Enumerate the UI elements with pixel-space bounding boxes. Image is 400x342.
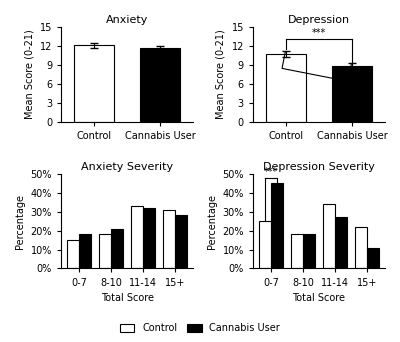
Text: ***: *** [312, 28, 326, 38]
Bar [367, 248, 379, 268]
Bar [335, 218, 347, 268]
Title: Depression: Depression [288, 15, 350, 25]
Bar [67, 240, 79, 268]
Bar [111, 229, 123, 268]
Bar [143, 208, 155, 268]
Bar [323, 204, 335, 268]
Bar [332, 66, 372, 122]
Bar [259, 221, 271, 268]
Bar [266, 54, 306, 122]
Bar [355, 227, 367, 268]
Bar [131, 206, 143, 268]
Title: Anxiety: Anxiety [106, 15, 148, 25]
Text: ***: *** [264, 167, 278, 177]
Bar [291, 234, 303, 268]
Y-axis label: Percentage: Percentage [207, 194, 217, 249]
Bar [271, 183, 283, 268]
Bar [79, 234, 91, 268]
Bar [303, 234, 315, 268]
Bar [140, 48, 180, 122]
Bar [175, 215, 187, 268]
X-axis label: Total Score: Total Score [292, 293, 346, 303]
X-axis label: Total Score: Total Score [100, 293, 154, 303]
Y-axis label: Mean Score (0-21): Mean Score (0-21) [24, 30, 34, 119]
Title: Anxiety Severity: Anxiety Severity [81, 162, 173, 172]
Bar [99, 234, 111, 268]
Y-axis label: Percentage: Percentage [15, 194, 25, 249]
Title: Depression Severity: Depression Severity [263, 162, 375, 172]
Bar [74, 45, 114, 122]
Bar [163, 210, 175, 268]
Legend: Control, Cannabis User: Control, Cannabis User [116, 319, 284, 337]
Y-axis label: Mean Score (0-21): Mean Score (0-21) [216, 30, 226, 119]
